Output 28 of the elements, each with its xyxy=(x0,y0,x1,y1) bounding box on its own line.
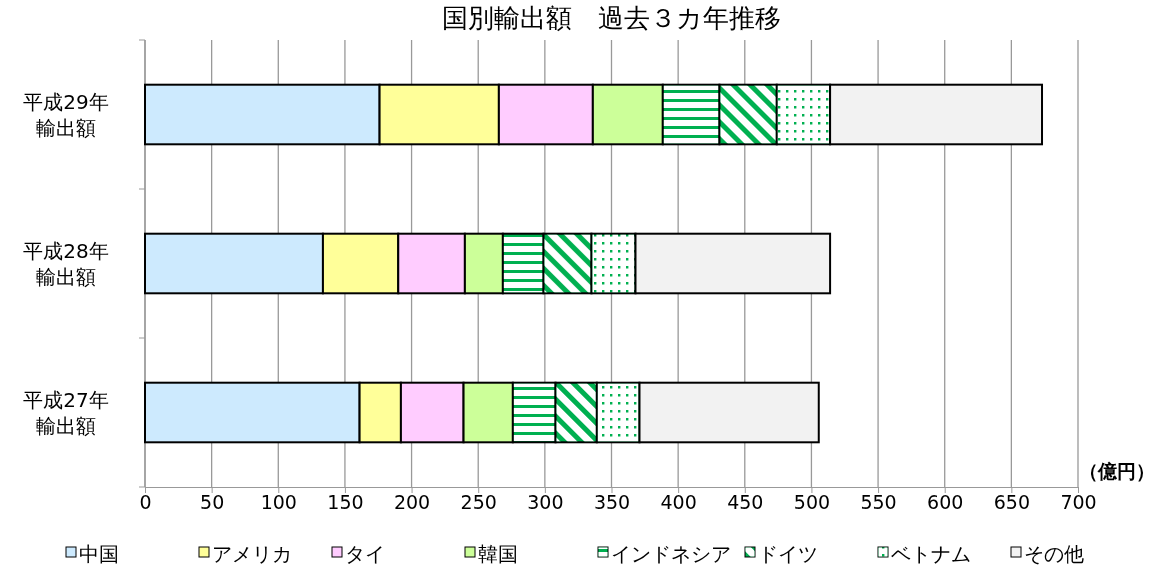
legend-label: アメリカ xyxy=(212,542,292,566)
x-tick-label: 100 xyxy=(260,491,297,514)
x-tick-label: 150 xyxy=(327,491,364,514)
x-axis-title: （億円） xyxy=(1079,460,1155,482)
legend-label: ベトナム xyxy=(891,542,971,566)
x-tick-label: 250 xyxy=(460,491,497,514)
y-tick-label: 平成27年輸出額 xyxy=(23,387,109,438)
x-tick-label: 200 xyxy=(393,491,431,514)
legend-label: インドネシア xyxy=(611,542,731,566)
x-tick-label: 500 xyxy=(793,491,831,514)
x-tick-label: 0 xyxy=(139,491,152,514)
x-tick-label: 450 xyxy=(727,491,764,514)
x-tick-label: 300 xyxy=(527,491,564,514)
legend-label: タイ xyxy=(345,542,385,566)
x-tick-label: 550 xyxy=(860,491,897,514)
legend-label: ドイツ xyxy=(758,542,818,566)
x-tick-label: 700 xyxy=(1060,491,1097,514)
x-tick-label: 50 xyxy=(200,491,225,514)
x-tick-label: 400 xyxy=(660,491,697,514)
legend-label: その他 xyxy=(1024,542,1084,566)
x-tick-label: 650 xyxy=(993,491,1030,514)
chart-title: 国別輸出額 過去３カ年推移 xyxy=(442,3,781,33)
y-tick-label: 平成29年輸出額 xyxy=(23,89,109,140)
x-tick-label: 350 xyxy=(593,491,631,514)
legend-label: 中国 xyxy=(79,542,119,566)
y-tick-label: 平成28年輸出額 xyxy=(23,238,109,289)
legend-label: 韓国 xyxy=(478,542,518,566)
x-tick-label: 600 xyxy=(927,491,964,514)
